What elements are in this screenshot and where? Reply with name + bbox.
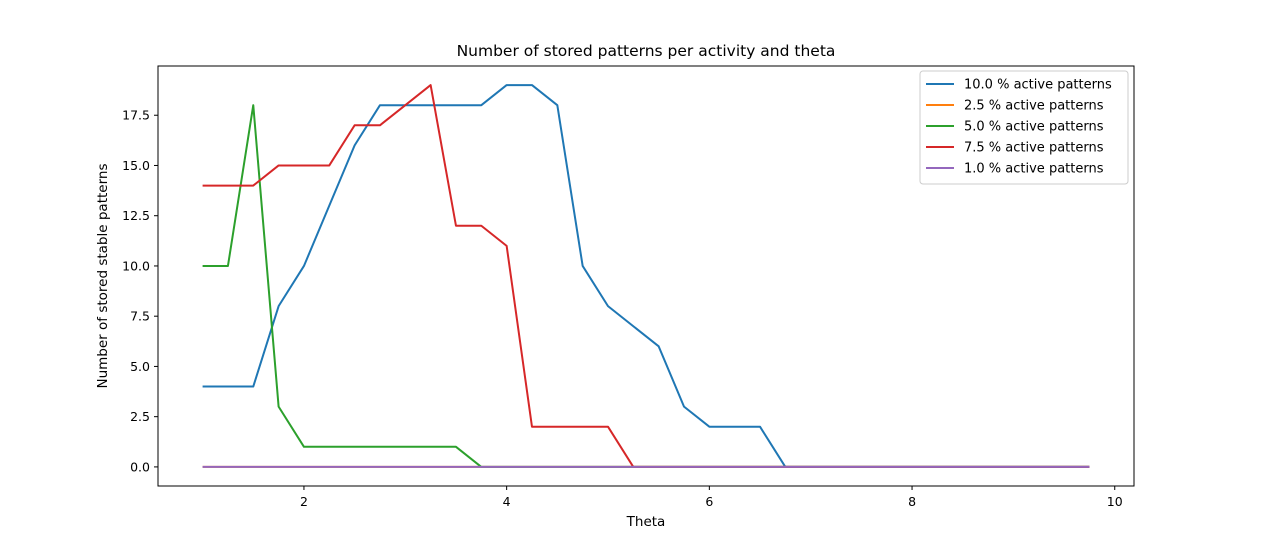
- legend-label: 5.0 % active patterns: [964, 120, 1104, 135]
- legend-label: 2.5 % active patterns: [964, 99, 1104, 114]
- legend-label: 1.0 % active patterns: [964, 162, 1104, 177]
- legend-label: 10.0 % active patterns: [964, 78, 1112, 93]
- x-axis-label: Theta: [626, 514, 666, 530]
- y-tick-label: 10.0: [122, 258, 150, 273]
- chart-title: Number of stored patterns per activity a…: [457, 42, 836, 60]
- y-axis-label: Number of stored stable patterns: [95, 164, 111, 389]
- x-tick-label: 10: [1107, 494, 1123, 509]
- y-tick-label: 12.5: [122, 208, 150, 223]
- plot-frame: [157, 65, 1135, 487]
- x-axis: 2 4 6 8 10: [300, 486, 1123, 509]
- x-tick-label: 6: [705, 494, 713, 509]
- legend-label: 7.5 % active patterns: [964, 141, 1104, 156]
- x-tick-label: 2: [300, 494, 308, 509]
- y-tick-label: 7.5: [130, 309, 150, 324]
- y-tick-label: 15.0: [122, 158, 150, 173]
- y-tick-label: 0.0: [130, 459, 150, 474]
- y-tick-label: 2.5: [130, 409, 150, 424]
- x-tick-label: 8: [908, 494, 916, 509]
- x-tick-label: 4: [503, 494, 511, 509]
- legend: 10.0 % active patterns 2.5 % active patte…: [919, 70, 1129, 185]
- legend-box: [919, 70, 1129, 185]
- y-tick-label: 17.5: [122, 108, 150, 123]
- y-axis: 0.0 2.5 5.0 7.5 10.0 12.5 15.0 17.5: [122, 108, 158, 474]
- plot-area: [157, 65, 1135, 487]
- y-tick-label: 5.0: [130, 359, 150, 374]
